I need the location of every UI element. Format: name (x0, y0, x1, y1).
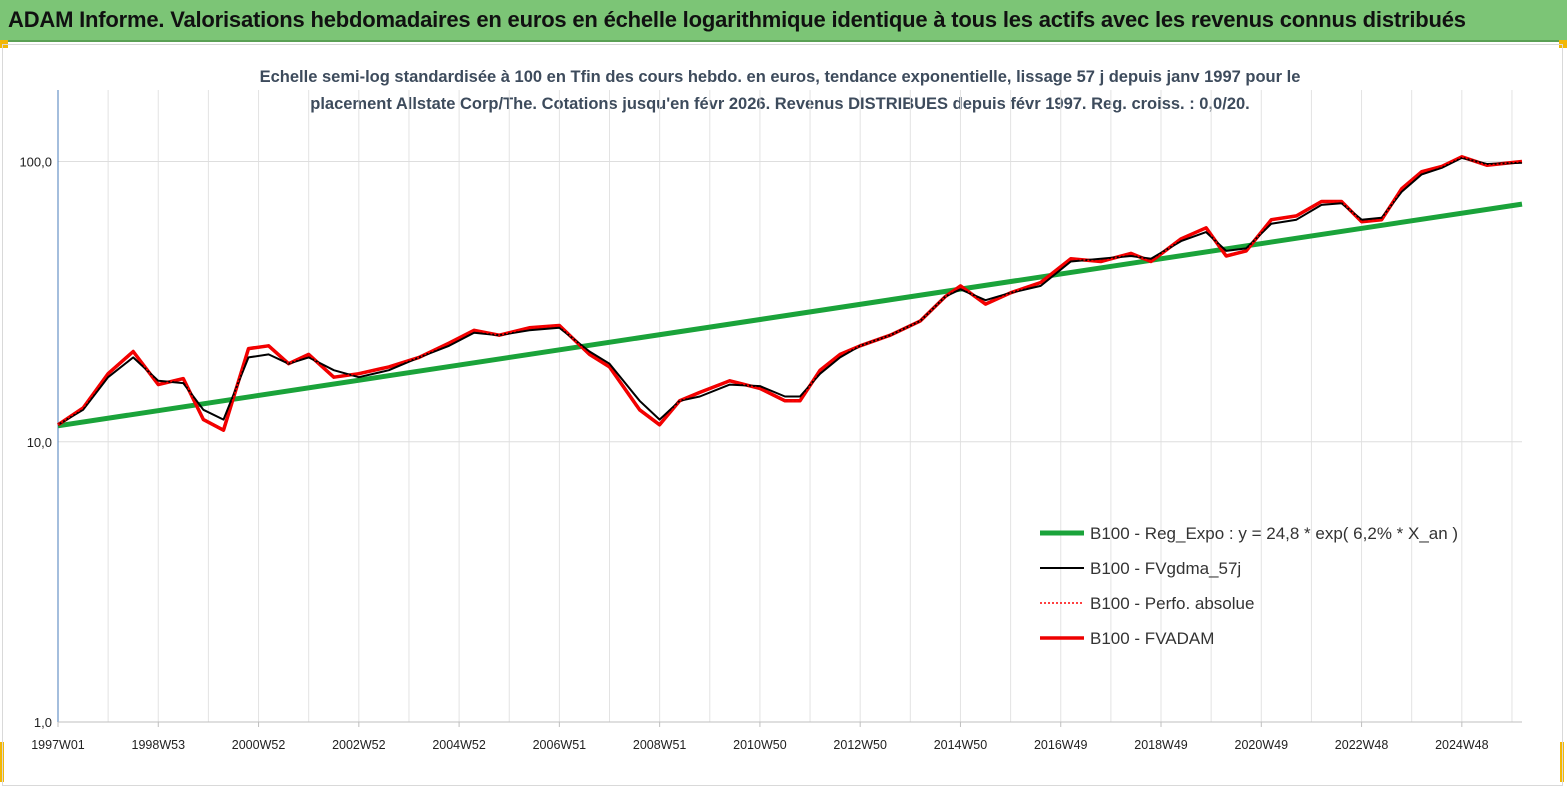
x-tick-label: 2000W52 (232, 738, 286, 752)
x-tick-label: 2010W50 (733, 738, 787, 752)
legend-label: B100 - Reg_Expo : y = 24,8 * exp( 6,2% *… (1090, 524, 1458, 543)
axes: 1,0 10,0 100,0 1997W01 1998W53 2000W52 2002W52… (19, 90, 1522, 752)
y-tick-label: 10,0 (27, 435, 52, 450)
series-line-perfo-absolue (57, 156, 1523, 431)
series-line-fvadam (57, 155, 1523, 432)
x-tick-label: 2002W52 (332, 738, 386, 752)
legend-label: B100 - FVgdma_57j (1090, 559, 1241, 578)
x-tick-label: 2006W51 (533, 738, 587, 752)
legend-label: B100 - FVADAM (1090, 629, 1214, 648)
legend-label: B100 - Perfo. absolue (1090, 594, 1254, 613)
x-tick-label: 2020W49 (1235, 738, 1289, 752)
report-header: ADAM Informe. Valorisations hebdomadaire… (0, 0, 1567, 42)
series-line-fvgdma-57j (57, 156, 1523, 426)
report-title: ADAM Informe. Valorisations hebdomadaire… (8, 7, 1466, 32)
y-tick-label: 1,0 (34, 715, 52, 730)
series-lines (57, 155, 1523, 432)
x-tick-label: 2004W52 (432, 738, 486, 752)
x-tick-label: 2012W50 (833, 738, 887, 752)
chart-title-line-2: placement Allstate Corp/The. Cotations j… (310, 95, 1250, 113)
x-tick-label: 2016W49 (1034, 738, 1088, 752)
x-tick-label: 2022W48 (1335, 738, 1389, 752)
legend: B100 - Reg_Expo : y = 24,8 * exp( 6,2% *… (1040, 524, 1458, 648)
x-tick-label: 2014W50 (934, 738, 988, 752)
corner-marker-top-right (1559, 40, 1567, 48)
y-tick-label: 100,0 (19, 155, 52, 170)
grid-lines (58, 90, 1522, 723)
chart-title-line-1: Echelle semi-log standardisée à 100 en T… (259, 68, 1301, 86)
x-tick-label: 2024W48 (1435, 738, 1489, 752)
x-tick-label: 2008W51 (633, 738, 687, 752)
series-line-reg-expo (57, 201, 1523, 429)
chart-frame (2, 44, 1563, 786)
x-tick-label: 1997W01 (31, 738, 85, 752)
x-tick-label: 2018W49 (1134, 738, 1188, 752)
x-tick-label: 1998W53 (132, 738, 186, 752)
